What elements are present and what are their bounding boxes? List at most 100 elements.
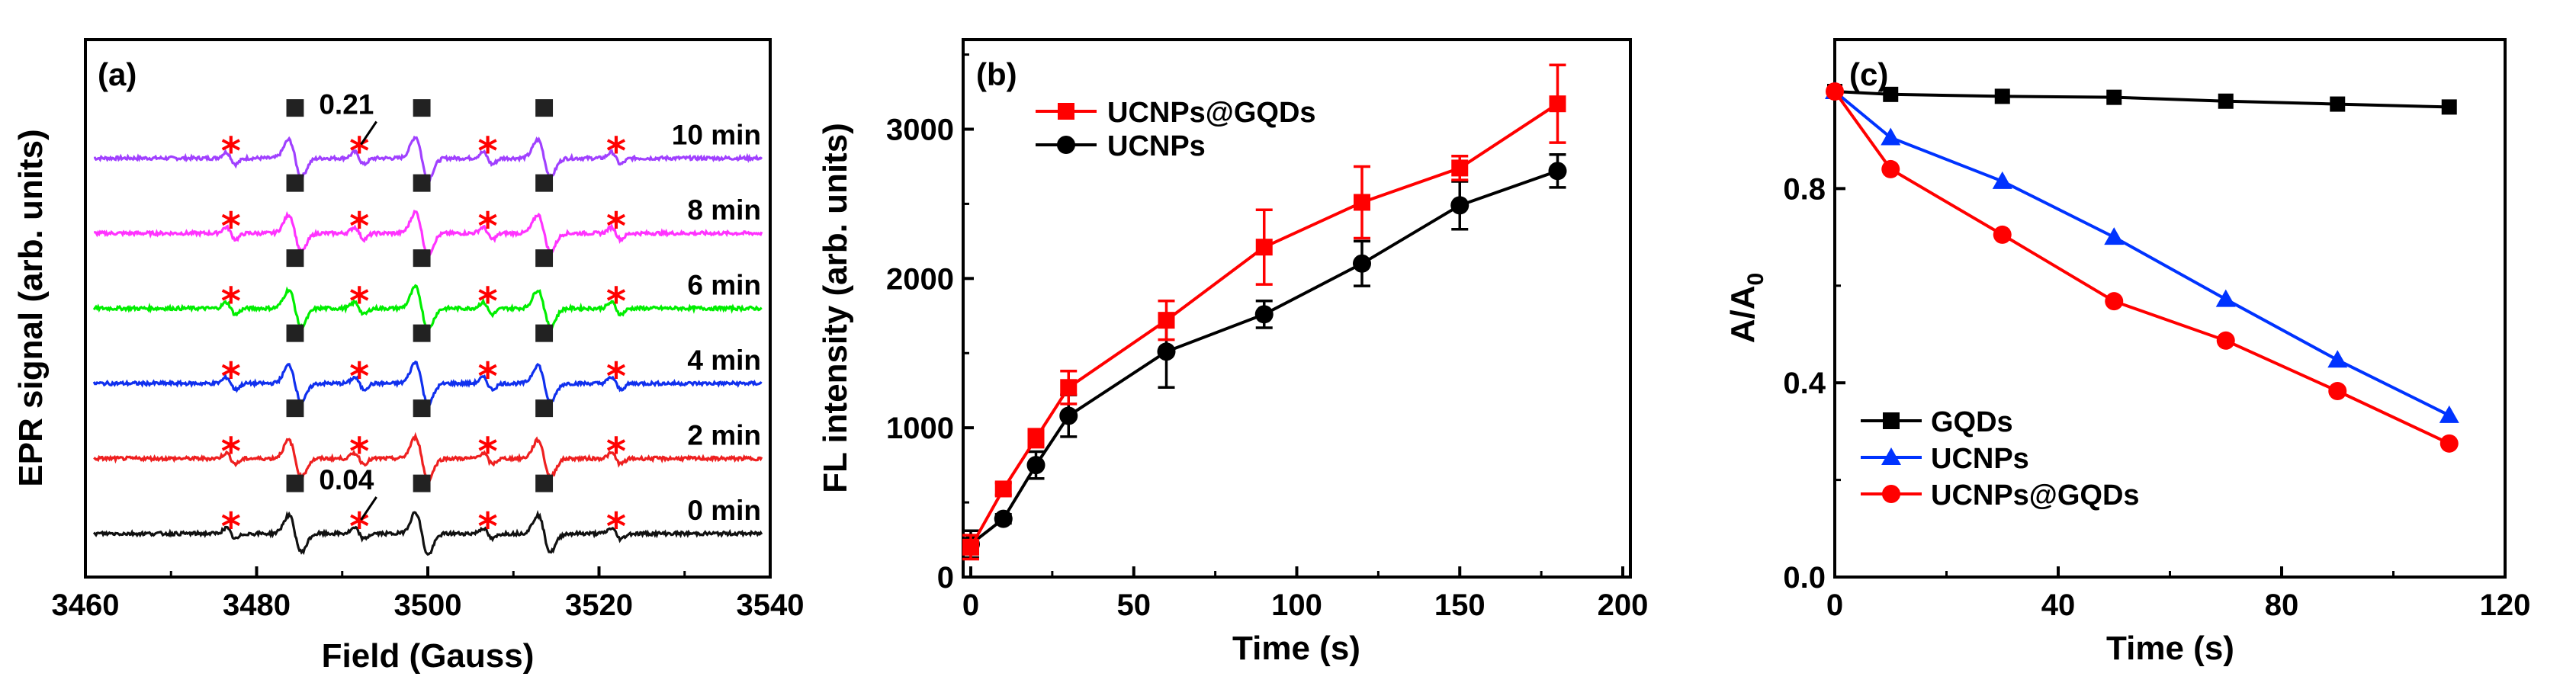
panel-b-ytick-label: 0 [937,561,954,595]
epr-curve-6-min [92,284,763,335]
legend-label-ucnps-gqds-c: UCNPs@GQDs [1931,479,2140,511]
panel-a-xtick-label: 3480 [223,588,291,622]
legend-marker-ucnps [1057,136,1075,154]
star-marker: * [221,130,241,174]
star-marker: * [606,204,626,248]
data-point-ucnps-gqds [2216,331,2235,350]
data-point-ucnps-gqds [2439,434,2459,453]
panel-a-xlabel: Field (Gauss) [322,637,535,675]
epr-label-4-min: 4 min [687,345,761,376]
data-point-ucnps-gqds [1993,225,2012,244]
data-point-ucnps [1353,254,1371,273]
annotation-pointer [360,496,377,521]
data-point-ucnps [1157,342,1176,361]
data-point-ucnps-gqds [1255,239,1273,256]
star-marker: * [606,430,626,474]
panel-c-label: (c) [1849,56,1888,92]
star-marker: * [349,430,369,474]
data-point-ucnps [1450,196,1469,215]
data-point-gqds [1994,88,2010,104]
panel-c-xtick-label: 120 [2480,588,2531,622]
panel-b-xtick-label: 200 [1598,588,1649,622]
data-point-ucnps [994,509,1013,528]
data-point-gqds [2330,96,2346,112]
square-marker: ■ [533,94,554,120]
panel-b-xtick-label: 150 [1434,588,1486,622]
legend-label-gqds: GQDs [1931,406,2013,438]
square-marker: ■ [284,244,306,271]
panel-c-xtick-label: 80 [2265,588,2299,622]
panel-a-xtick-label: 3460 [52,588,120,622]
panel-b-xtick-label: 100 [1271,588,1322,622]
star-marker: * [606,505,626,549]
square-marker: ■ [284,319,306,345]
square-marker: ■ [284,94,306,120]
star-marker: * [221,505,241,549]
panel-c-ytick-label: 0.4 [1783,367,1826,400]
square-marker: ■ [411,469,432,495]
data-point-gqds [2218,93,2234,109]
epr-label-0-min: 0 min [687,495,761,526]
square-marker: ■ [411,168,432,195]
data-point-gqds [2106,89,2122,105]
panel-a-xtick-label: 3520 [565,588,633,622]
data-point-ucnps-gqds [1826,82,1844,101]
square-marker: ■ [284,469,306,495]
legend-marker-ucnps-c [1881,447,1901,465]
data-point-ucnps [1881,127,1901,146]
square-marker: ■ [284,168,306,195]
star-marker: * [349,280,369,324]
data-point-ucnps-gqds [1881,159,1900,178]
data-point-gqds [2441,99,2457,115]
annotation-0-04: 0.04 [319,464,374,495]
square-marker: ■ [284,394,306,421]
panel-c-xtick-label: 0 [1826,588,1843,622]
data-point-ucnps [2439,405,2459,423]
series-line-ucnps-gqds [1833,90,2450,445]
data-point-ucnps [2327,350,2348,368]
panel-c-xlabel: Time (s) [2106,630,2234,667]
legend-label-ucnps-gqds: UCNPs@GQDs [1107,97,1316,129]
panel-b-ytick-label: 1000 [886,412,954,445]
data-point-ucnps-gqds [962,538,979,556]
data-point-ucnps-gqds [1354,194,1370,211]
panel-b-xlabel: Time (s) [1232,630,1360,667]
star-marker: * [221,354,241,399]
star-marker: * [221,204,241,248]
panel-c-ytick-label: 0.0 [1783,561,1826,595]
star-marker: * [606,354,626,399]
panel-c-ylabel-main: A/A [1724,285,1762,343]
legend-marker-gqds [1883,412,1900,429]
data-point-ucnps [1059,406,1078,425]
square-marker: ■ [533,244,554,271]
star-marker: * [349,354,369,399]
data-point-ucnps [1548,162,1567,181]
annotation-pointer [360,120,377,146]
panel-a-label: (a) [98,56,137,92]
star-marker: * [477,130,497,174]
star-marker: * [221,430,241,474]
star-marker: * [221,280,241,324]
series-line-gqds [1834,90,2449,109]
star-marker: * [606,280,626,324]
panel-a-xtick-label: 3540 [737,588,805,622]
square-marker: ■ [533,168,554,195]
star-marker: * [477,280,497,324]
panel-c-legend: GQDs UCNPs UCNPs@GQDs [1861,406,2140,511]
epr-label-6-min: 6 min [687,270,761,301]
data-point-ucnps-gqds [2105,292,2124,311]
data-point-gqds [1883,86,1899,102]
square-marker: ■ [411,94,432,120]
annotation-0-21: 0.21 [319,89,374,120]
legend-label-ucnps: UCNPs [1107,130,1206,162]
data-point-ucnps [1254,305,1274,324]
epr-curve-10-min [93,135,763,182]
panel-b-ylabel: FL intensity (arb. units) [817,123,854,493]
data-point-ucnps-gqds [1027,429,1045,447]
panel-b-legend: UCNPs@GQDs UCNPs [1036,97,1316,162]
star-marker: * [606,130,626,174]
panel-a-ylabel: EPR signal (arb. units) [12,129,50,486]
panel-b-ytick-label: 3000 [886,114,954,147]
